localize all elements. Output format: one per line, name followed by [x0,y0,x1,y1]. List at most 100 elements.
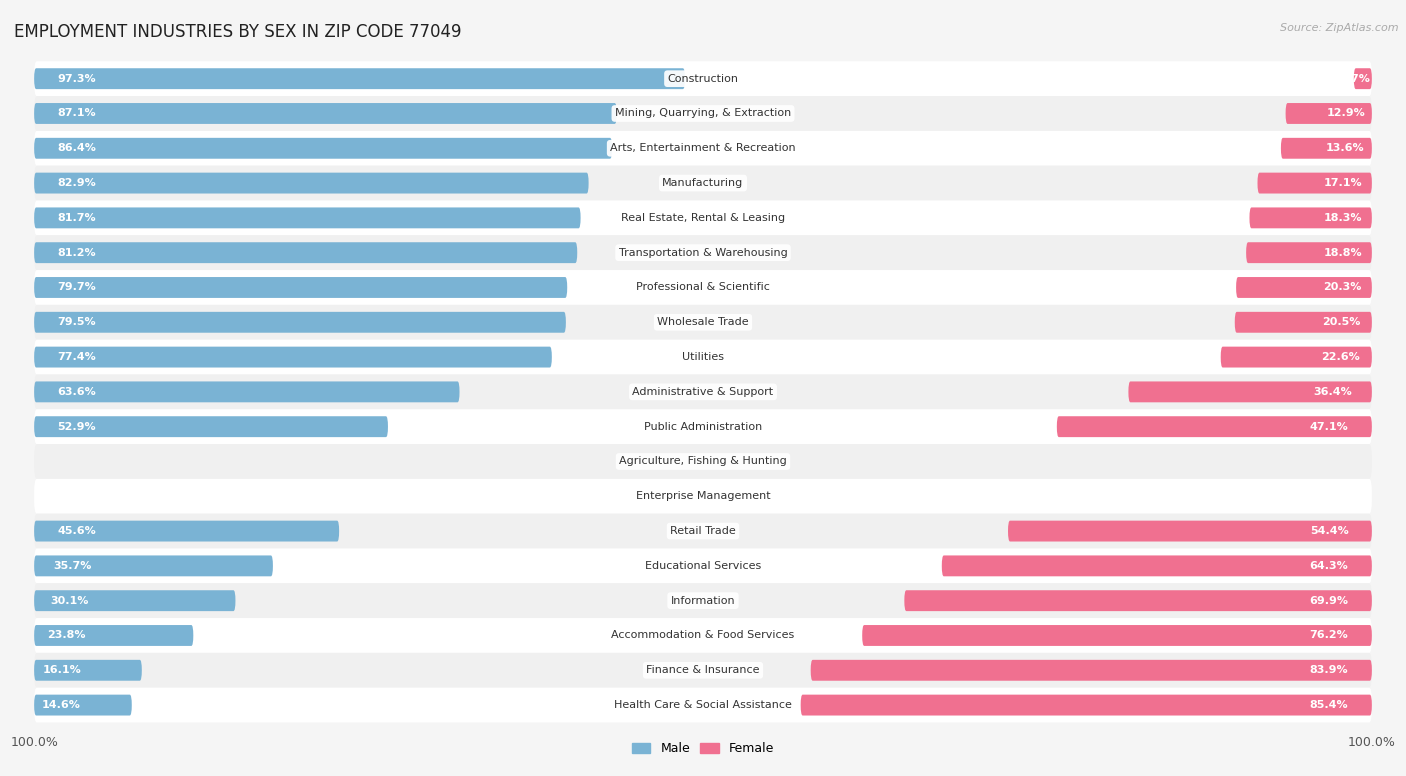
FancyBboxPatch shape [34,618,1372,653]
Text: 82.9%: 82.9% [58,178,96,188]
FancyBboxPatch shape [34,340,1372,375]
Text: 79.5%: 79.5% [58,317,96,327]
FancyBboxPatch shape [34,172,589,193]
Text: Arts, Entertainment & Recreation: Arts, Entertainment & Recreation [610,144,796,154]
FancyBboxPatch shape [34,200,1372,235]
Text: Utilities: Utilities [682,352,724,362]
FancyBboxPatch shape [1354,68,1372,89]
FancyBboxPatch shape [34,416,388,437]
FancyBboxPatch shape [1285,103,1372,124]
FancyBboxPatch shape [34,409,1372,444]
FancyBboxPatch shape [34,96,1372,131]
Text: 18.3%: 18.3% [1323,213,1362,223]
Text: 85.4%: 85.4% [1310,700,1348,710]
FancyBboxPatch shape [1129,382,1372,402]
FancyBboxPatch shape [862,625,1372,646]
Text: Wholesale Trade: Wholesale Trade [657,317,749,327]
Text: 76.2%: 76.2% [1310,630,1348,640]
FancyBboxPatch shape [1246,242,1372,263]
Text: Public Administration: Public Administration [644,421,762,431]
Text: 87.1%: 87.1% [58,109,96,119]
Text: 69.9%: 69.9% [1309,596,1348,606]
Text: Manufacturing: Manufacturing [662,178,744,188]
FancyBboxPatch shape [34,347,551,368]
FancyBboxPatch shape [34,625,193,646]
Text: Information: Information [671,596,735,606]
Text: 30.1%: 30.1% [51,596,89,606]
Text: 14.6%: 14.6% [42,700,80,710]
FancyBboxPatch shape [34,207,581,228]
FancyBboxPatch shape [34,375,1372,409]
FancyBboxPatch shape [34,479,1372,514]
Text: 20.5%: 20.5% [1323,317,1361,327]
Text: 64.3%: 64.3% [1310,561,1348,571]
Text: Professional & Scientific: Professional & Scientific [636,282,770,293]
FancyBboxPatch shape [34,103,617,124]
FancyBboxPatch shape [1250,207,1372,228]
Text: 2.7%: 2.7% [1340,74,1371,84]
Text: Enterprise Management: Enterprise Management [636,491,770,501]
FancyBboxPatch shape [1220,347,1372,368]
FancyBboxPatch shape [1281,138,1372,159]
FancyBboxPatch shape [34,660,142,681]
FancyBboxPatch shape [34,235,1372,270]
FancyBboxPatch shape [34,695,132,715]
FancyBboxPatch shape [34,521,339,542]
FancyBboxPatch shape [1008,521,1372,542]
Text: Educational Services: Educational Services [645,561,761,571]
Text: Health Care & Social Assistance: Health Care & Social Assistance [614,700,792,710]
Text: 36.4%: 36.4% [1313,387,1353,397]
Text: Accommodation & Food Services: Accommodation & Food Services [612,630,794,640]
Text: 97.3%: 97.3% [58,74,96,84]
Text: 81.7%: 81.7% [58,213,96,223]
FancyBboxPatch shape [1236,277,1372,298]
FancyBboxPatch shape [811,660,1372,681]
Text: 17.1%: 17.1% [1324,178,1362,188]
FancyBboxPatch shape [34,591,235,611]
Text: 47.1%: 47.1% [1310,421,1348,431]
Text: 12.9%: 12.9% [1326,109,1365,119]
FancyBboxPatch shape [904,591,1372,611]
Text: 13.6%: 13.6% [1326,144,1365,154]
Text: 16.1%: 16.1% [42,665,82,675]
Text: Source: ZipAtlas.com: Source: ZipAtlas.com [1281,23,1399,33]
FancyBboxPatch shape [942,556,1372,577]
Text: Real Estate, Rental & Leasing: Real Estate, Rental & Leasing [621,213,785,223]
Text: 86.4%: 86.4% [58,144,97,154]
Text: Agriculture, Fishing & Hunting: Agriculture, Fishing & Hunting [619,456,787,466]
Text: Mining, Quarrying, & Extraction: Mining, Quarrying, & Extraction [614,109,792,119]
Text: 83.9%: 83.9% [1310,665,1348,675]
Text: 79.7%: 79.7% [58,282,96,293]
Text: 23.8%: 23.8% [46,630,86,640]
Text: Transportation & Warehousing: Transportation & Warehousing [619,248,787,258]
FancyBboxPatch shape [34,444,1372,479]
FancyBboxPatch shape [34,549,1372,584]
FancyBboxPatch shape [34,68,685,89]
FancyBboxPatch shape [34,688,1372,722]
FancyBboxPatch shape [34,270,1372,305]
FancyBboxPatch shape [1257,172,1372,193]
Text: 63.6%: 63.6% [58,387,96,397]
Text: 45.6%: 45.6% [58,526,96,536]
FancyBboxPatch shape [34,138,612,159]
FancyBboxPatch shape [34,584,1372,618]
Text: 18.8%: 18.8% [1323,248,1362,258]
FancyBboxPatch shape [1057,416,1372,437]
FancyBboxPatch shape [34,382,460,402]
Text: Finance & Insurance: Finance & Insurance [647,665,759,675]
FancyBboxPatch shape [34,61,1372,96]
FancyBboxPatch shape [34,556,273,577]
Text: 81.2%: 81.2% [58,248,96,258]
Text: 77.4%: 77.4% [58,352,96,362]
Text: 54.4%: 54.4% [1310,526,1348,536]
FancyBboxPatch shape [34,305,1372,340]
FancyBboxPatch shape [34,277,567,298]
Text: 35.7%: 35.7% [53,561,91,571]
Text: Construction: Construction [668,74,738,84]
Text: 20.3%: 20.3% [1323,282,1361,293]
Text: Retail Trade: Retail Trade [671,526,735,536]
FancyBboxPatch shape [34,312,565,333]
Legend: Male, Female: Male, Female [627,737,779,760]
FancyBboxPatch shape [34,166,1372,200]
FancyBboxPatch shape [1234,312,1372,333]
